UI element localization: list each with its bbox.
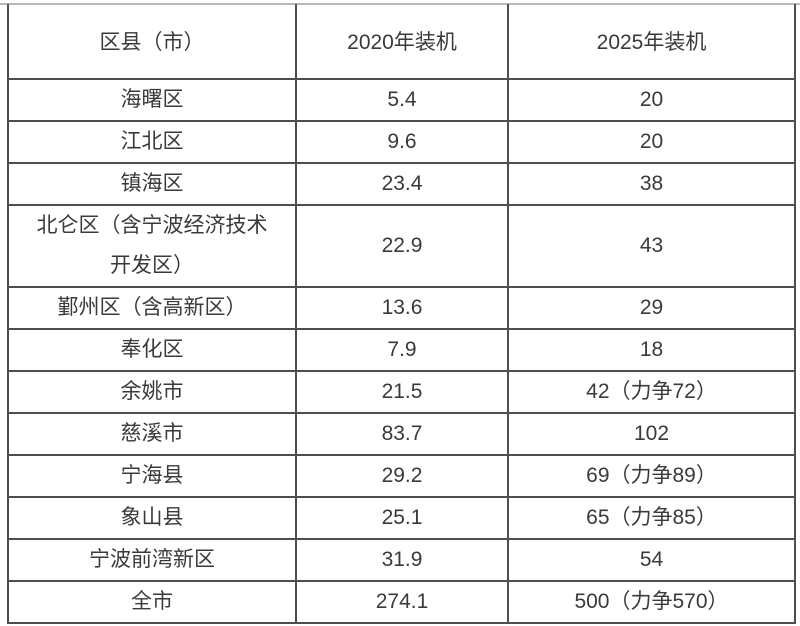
capacity-2025-cell: 102 [507,412,796,456]
table-row: 宁波前湾新区 31.9 54 [7,538,796,582]
capacity-2020-cell: 7.9 [295,328,509,372]
district-cell: 镇海区 [7,162,297,206]
capacity-2025-cell: 43 [507,204,796,288]
table-row: 北仑区（含宁波经济技术开发区） 22.9 43 [7,204,796,288]
column-header-2020-capacity: 2020年装机 [295,4,509,80]
capacity-2025-cell: 20 [507,78,796,122]
district-cell: 宁波前湾新区 [7,538,297,582]
capacity-2020-cell: 31.9 [295,538,509,582]
district-cell: 象山县 [7,496,297,540]
district-cell: 奉化区 [7,328,297,372]
table-row: 余姚市 21.5 42（力争72） [7,370,796,414]
capacity-2020-cell: 22.9 [295,204,509,288]
capacity-2025-cell: 54 [507,538,796,582]
capacity-2025-cell: 42（力争72） [507,370,796,414]
district-cell: 鄞州区（含高新区） [7,286,297,330]
table-row: 全市 274.1 500（力争570） [7,580,796,624]
district-cell: 全市 [7,580,297,624]
table-row: 宁海县 29.2 69（力争89） [7,454,796,498]
installed-capacity-table: 区县（市） 2020年装机 2025年装机 海曙区 5.4 20 江北区 9.6 20 镇海… [7,4,796,624]
column-header-district: 区县（市） [7,4,297,80]
table-row: 奉化区 7.9 18 [7,328,796,372]
capacity-2020-cell: 274.1 [295,580,509,624]
capacity-2025-cell: 29 [507,286,796,330]
table-header-row: 区县（市） 2020年装机 2025年装机 [7,4,796,80]
capacity-2025-cell: 38 [507,162,796,206]
district-cell: 海曙区 [7,78,297,122]
capacity-2020-cell: 5.4 [295,78,509,122]
capacity-2020-cell: 9.6 [295,120,509,164]
capacity-2020-cell: 13.6 [295,286,509,330]
capacity-2025-cell: 20 [507,120,796,164]
district-cell: 北仑区（含宁波经济技术开发区） [7,204,297,288]
table-row: 镇海区 23.4 38 [7,162,796,206]
district-cell: 宁海县 [7,454,297,498]
table-row: 海曙区 5.4 20 [7,78,796,122]
capacity-2025-cell: 69（力争89） [507,454,796,498]
capacity-2020-cell: 25.1 [295,496,509,540]
capacity-2020-cell: 21.5 [295,370,509,414]
district-cell: 余姚市 [7,370,297,414]
table-row: 慈溪市 83.7 102 [7,412,796,456]
district-cell: 慈溪市 [7,412,297,456]
table-row: 鄞州区（含高新区） 13.6 29 [7,286,796,330]
capacity-2025-cell: 18 [507,328,796,372]
capacity-2020-cell: 23.4 [295,162,509,206]
capacity-2020-cell: 29.2 [295,454,509,498]
district-cell: 江北区 [7,120,297,164]
table-row: 江北区 9.6 20 [7,120,796,164]
table-body: 海曙区 5.4 20 江北区 9.6 20 镇海区 23.4 38 北仑区（含宁波经济技术开发区）… [7,78,796,624]
capacity-2025-cell: 500（力争570） [507,580,796,624]
capacity-2020-cell: 83.7 [295,412,509,456]
capacity-2025-cell: 65（力争85） [507,496,796,540]
table-row: 象山县 25.1 65（力争85） [7,496,796,540]
column-header-2025-capacity: 2025年装机 [507,4,796,80]
